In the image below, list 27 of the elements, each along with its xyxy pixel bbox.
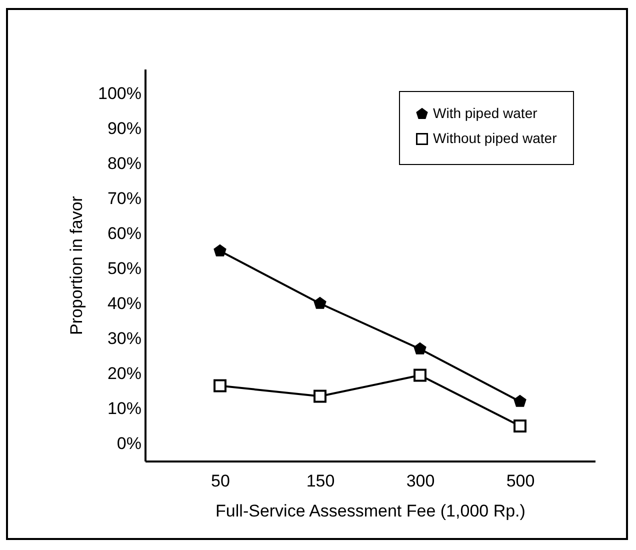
y-tick-label: 20% bbox=[107, 364, 142, 383]
y-tick-label: 0% bbox=[116, 434, 142, 453]
legend-label: With piped water bbox=[433, 105, 538, 121]
x-tick-label: 500 bbox=[506, 472, 535, 490]
point bbox=[214, 379, 226, 392]
point bbox=[314, 297, 326, 309]
point bbox=[214, 244, 226, 256]
x-tick-label: 50 bbox=[211, 472, 230, 490]
y-tick-label: 10% bbox=[107, 399, 142, 418]
point bbox=[514, 395, 526, 407]
x-axis-title: Full-Service Assessment Fee (1,000 Rp.) bbox=[216, 502, 526, 520]
point bbox=[514, 420, 526, 432]
y-tick-label: 90% bbox=[107, 119, 142, 138]
x-tick-label: 150 bbox=[306, 472, 335, 490]
y-tick-label: 100% bbox=[98, 84, 142, 103]
y-tick-label: 80% bbox=[107, 154, 142, 173]
legend-label: Without piped water bbox=[433, 130, 558, 146]
y-axis-title: Proportion in favor bbox=[67, 196, 86, 335]
x-tick-label: 300 bbox=[406, 472, 435, 490]
point bbox=[414, 342, 426, 354]
point bbox=[314, 390, 326, 403]
y-tick-label: 60% bbox=[107, 224, 142, 243]
y-tick-label: 30% bbox=[107, 329, 142, 348]
y-tick-label: 50% bbox=[107, 259, 142, 278]
y-tick-label: 40% bbox=[107, 294, 142, 313]
point bbox=[414, 368, 426, 382]
y-tick-label: 70% bbox=[107, 189, 142, 208]
